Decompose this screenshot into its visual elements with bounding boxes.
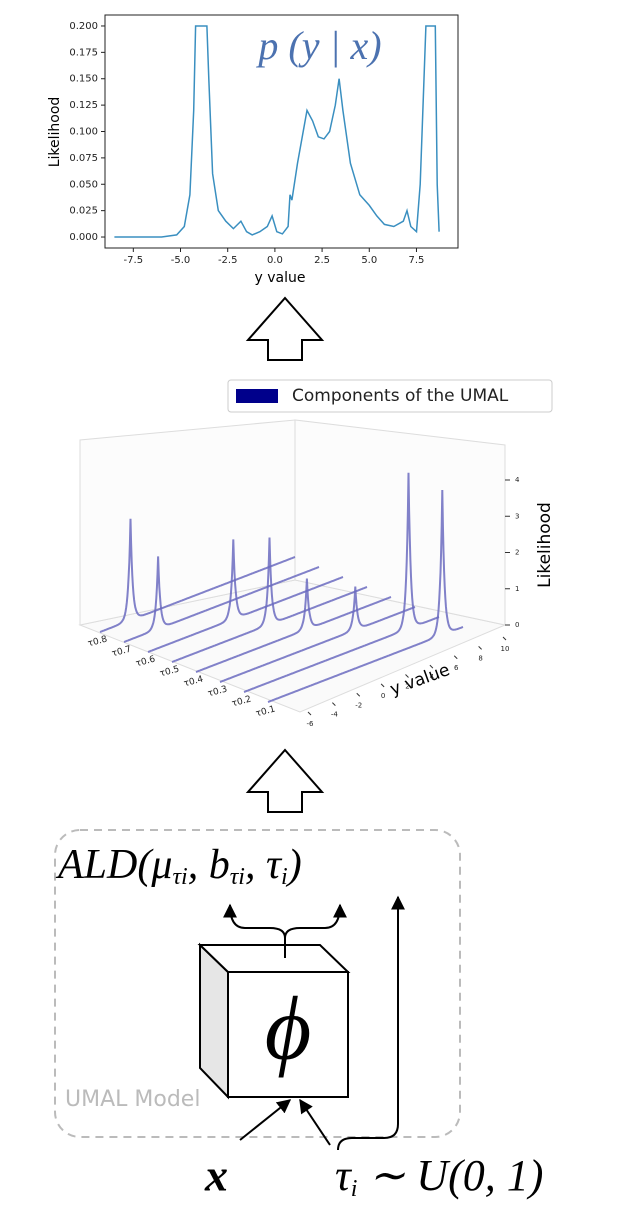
y-tick-label: 0.125 [69, 100, 98, 111]
tau-label: τ0.8 [87, 634, 109, 649]
x-tick [332, 702, 336, 706]
z-tick-label: 4 [515, 476, 520, 484]
distribution-formula: ALD(μτi, bτi, τi) [55, 842, 302, 890]
legend-label: Components of the UMAL [292, 386, 509, 406]
flow-arrow [245, 748, 325, 813]
formula-part: ALD [55, 842, 137, 888]
z-tick-label: 3 [515, 512, 519, 520]
network-cube [197, 942, 351, 1100]
formula-part: , [245, 842, 266, 888]
x-tick [380, 683, 385, 688]
x-tick-label: -6 [307, 720, 315, 728]
x-tick [429, 664, 434, 669]
formula-part: ) [286, 842, 302, 888]
formula-part: b [209, 842, 230, 888]
x-tick-label: 6 [454, 664, 459, 672]
formula-sub: τi [230, 864, 245, 890]
y-tick-label: 0.050 [69, 179, 98, 190]
input-tau: τi ∼ U(0, 1) [335, 1151, 543, 1201]
x-tick-label: 7.5 [409, 255, 425, 266]
tau-label: τ0.1 [255, 705, 277, 720]
x-tick-label: 10 [501, 645, 510, 653]
component-curve [147, 539, 344, 653]
tau-label: τ0.4 [183, 674, 205, 689]
model-label: UMAL Model [65, 1087, 200, 1112]
formula-part: τ [266, 842, 283, 888]
y-axis-label: Likelihood [47, 97, 63, 168]
connections [223, 895, 405, 1151]
x-tick-label: -2.5 [218, 255, 238, 266]
formula-part: τ [335, 1151, 353, 1200]
component-curve [219, 586, 416, 683]
x-tick-label: 0 [381, 692, 385, 700]
x-tick-label: -2 [355, 701, 362, 709]
x-tick-label: -4 [331, 711, 339, 719]
tau-label: τ0.5 [159, 665, 181, 680]
z-tick-label: 0 [515, 621, 519, 629]
x-tick-label: 8 [478, 654, 482, 662]
x-tick [453, 655, 458, 660]
x-tick [502, 636, 507, 641]
component-curve [99, 518, 296, 633]
component-curve [123, 556, 320, 643]
y-tick-label: 0.000 [69, 232, 98, 243]
network-symbol: ϕ [265, 980, 312, 1079]
input-x: x [204, 1150, 228, 1201]
y-tick-label: 0.100 [69, 127, 98, 138]
legend-box [227, 379, 553, 413]
formula-part: ( [137, 842, 154, 888]
y-tick-label: 0.025 [69, 206, 98, 217]
x-tick-label: 0.0 [267, 255, 283, 266]
component-curve [195, 578, 392, 673]
likelihood-line [114, 25, 440, 238]
z-axis-label: Likelihood [535, 502, 555, 588]
x-tick-label: -7.5 [124, 255, 144, 266]
formula-sub: i [281, 864, 288, 890]
z-tick-label: 1 [515, 585, 519, 593]
x-tick-label: 4 [430, 673, 435, 681]
x-tick [405, 674, 409, 678]
x-tick-label: -5.0 [171, 255, 191, 266]
tau-label: τ0.6 [135, 654, 157, 669]
component-curve [267, 489, 464, 703]
formula-part: μ [150, 842, 172, 888]
component-curve [171, 537, 368, 663]
x-tick [307, 711, 312, 716]
formula-sub: i [351, 1176, 358, 1202]
y-tick-label: 0.200 [69, 21, 98, 32]
x-tick [478, 646, 482, 650]
formula-sub: τi [172, 864, 187, 890]
model-boundary [54, 829, 461, 1138]
z-tick-label: 2 [515, 549, 519, 557]
tau-label: τ0.2 [231, 695, 253, 710]
formula-part: ∼ U(0, 1) [357, 1151, 543, 1200]
legend-swatch [236, 389, 278, 403]
y-tick-label: 0.150 [69, 74, 98, 85]
x-tick-label: 2.5 [314, 255, 330, 266]
chart-title: p (y | x) [255, 23, 381, 68]
x-tick-label: 2 [405, 683, 409, 691]
x-axis-label: y value [255, 270, 306, 286]
x-tick [356, 692, 361, 697]
x-tick-label: 5.0 [361, 255, 377, 266]
flow-arrow [245, 296, 325, 361]
y-tick-label: 0.075 [69, 153, 98, 164]
tau-label: τ0.3 [207, 685, 229, 700]
y-tick-label: 0.175 [69, 47, 98, 58]
formula-part: , [188, 842, 209, 888]
component-curve [243, 472, 440, 693]
tau-label: τ0.7 [111, 645, 133, 660]
